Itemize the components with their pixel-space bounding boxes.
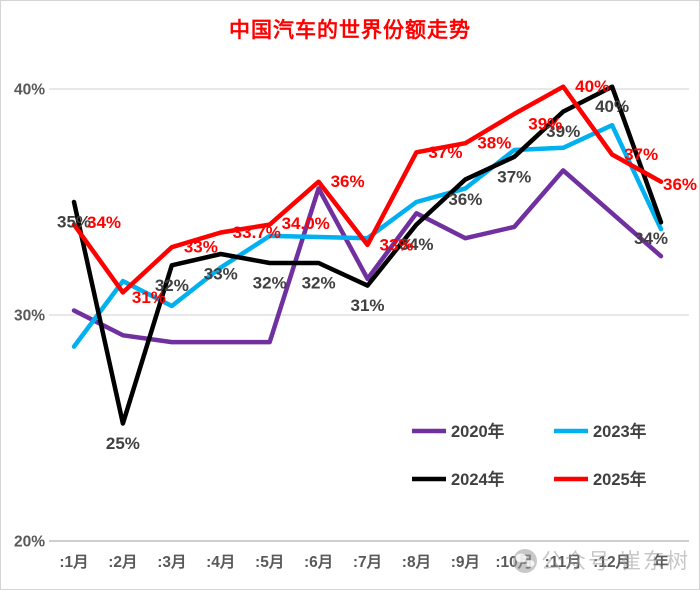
- series-line-2025年: [71, 84, 664, 295]
- data-label-2024年: 34%: [399, 235, 433, 254]
- data-label-2025年: 40%: [575, 77, 609, 96]
- data-label-2025年: 36%: [331, 172, 365, 191]
- data-label-2025年: 39%: [528, 114, 562, 133]
- data-label-2025年: 36%: [663, 175, 697, 194]
- data-label-2025年: 37%: [428, 143, 462, 162]
- data-label-2025年: 31%: [132, 288, 166, 307]
- x-axis-tick-label: :11月: [545, 553, 582, 571]
- series-line-2023年: [71, 122, 664, 349]
- chart-title: 中国汽车的世界份额走势: [229, 19, 471, 42]
- legend-label-2023年: 2023年: [593, 421, 647, 441]
- data-label-2025年: 33.7%: [233, 223, 281, 242]
- data-label-2025年: 33%: [380, 235, 414, 254]
- data-label-2024年: 32%: [253, 274, 287, 293]
- series-line-2024年: [71, 84, 664, 426]
- series-line-2020年: [71, 168, 664, 345]
- x-axis-tick-label: :9月: [451, 553, 480, 571]
- wechat-chat-icon-bubble: [526, 560, 535, 567]
- data-label-2024年: 25%: [106, 434, 140, 453]
- x-axis-tick-label: :5月: [255, 553, 284, 571]
- legend-label-2025年: 2025年: [593, 469, 647, 489]
- y-axis-tick-label: 30%: [14, 308, 45, 325]
- y-axis-tick-label: 20%: [14, 534, 45, 551]
- watermark-text: 公众号 崔东树: [541, 550, 690, 574]
- data-label-2024年: 32%: [302, 274, 336, 293]
- legend-label-2020年: 2020年: [451, 421, 505, 441]
- data-label-2025年: 33%: [184, 238, 218, 257]
- data-label-2024年: 39%: [546, 122, 580, 141]
- x-axis-tick-label: :7月: [353, 553, 382, 571]
- data-label-2024年: 33%: [204, 264, 238, 283]
- data-label-2025年: 37%: [624, 145, 658, 164]
- x-axis-tick-label: :1月: [59, 553, 88, 571]
- wechat-chat-icon-bubble: [515, 553, 527, 563]
- data-label-2025年: 38%: [477, 134, 511, 153]
- x-axis-tick-label: :8月: [402, 553, 431, 571]
- x-axis-tick-label: :12月: [593, 553, 631, 571]
- y-axis-tick-label: 40%: [14, 82, 45, 99]
- data-label-2024年: 34%: [634, 229, 668, 248]
- data-label-2025年: 34%: [87, 213, 121, 232]
- x-axis-tick-label: :2月: [108, 553, 137, 571]
- data-label-2024年: 32%: [155, 276, 189, 295]
- data-label-2025年: 34.0%: [282, 214, 330, 233]
- x-axis-tick-label: :3月: [157, 553, 186, 571]
- legend-label-2024年: 2024年: [451, 469, 505, 489]
- data-label-2024年: 36%: [448, 190, 482, 209]
- data-label-2024年: 35%: [57, 213, 91, 232]
- data-label-2024年: 31%: [351, 296, 385, 315]
- data-label-2024年: 40%: [595, 97, 629, 116]
- x-axis-tick-label: :6月: [304, 553, 333, 571]
- x-axis-tick-label: :4月: [206, 553, 235, 571]
- data-label-2024年: 37%: [497, 167, 531, 186]
- x-axis-tick-label: 年: [653, 552, 669, 571]
